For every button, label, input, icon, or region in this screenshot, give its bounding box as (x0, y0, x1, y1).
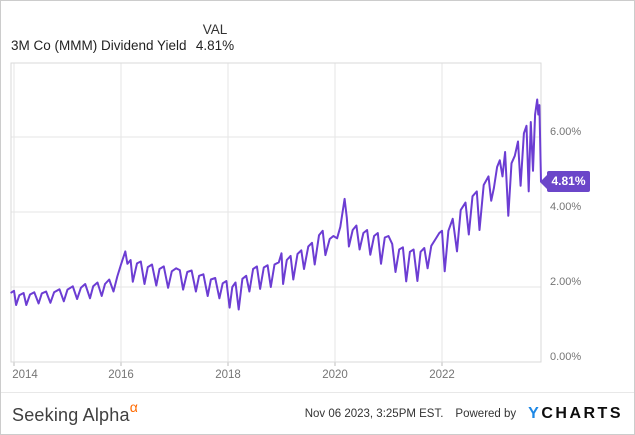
val-column-value: 4.81% (195, 38, 235, 53)
y-axis-tick-label: 0.00% (550, 351, 582, 363)
ycharts-logo: YCHARTS (528, 405, 623, 423)
ycharts-logo-y: Y (528, 404, 542, 422)
x-axis-tick-label: 2014 (12, 369, 38, 381)
plot-frame (10, 62, 542, 363)
powered-by-label: Powered by (455, 407, 517, 420)
x-axis-tick-label: 2020 (322, 369, 348, 381)
footer-attribution: Nov 06 2023, 3:25PM EST. Powered by YCHA… (305, 405, 623, 423)
plot-canvas (10, 62, 542, 366)
dividend-yield-chart: 2014 2016 2018 2020 2022 0.00% 2.00% 4.00% 6.00… (1, 1, 634, 393)
y-axis-tick-label: 6.00% (550, 126, 582, 138)
x-axis-tick-label: 2022 (429, 369, 455, 381)
seeking-alpha-logo: Seeking Alphaα (12, 399, 138, 426)
dividend-yield-line (10, 98, 542, 311)
last-value-badge: 4.81% (547, 171, 590, 193)
ycharts-logo-charts: CHARTS (541, 404, 623, 422)
series-title: 3M Co (MMM) Dividend Yield (11, 38, 187, 53)
val-column-header: VAL (202, 22, 228, 37)
alpha-symbol: α (129, 399, 138, 415)
x-axis-tick-label: 2016 (108, 369, 134, 381)
y-axis-tick-label: 2.00% (550, 276, 582, 288)
timestamp: Nov 06 2023, 3:25PM EST. (304, 407, 444, 420)
footer: Seeking Alphaα Nov 06 2023, 3:25PM EST. … (1, 392, 634, 434)
y-axis-tick-label: 4.00% (550, 201, 582, 213)
x-axis-tick-label: 2018 (215, 369, 241, 381)
seeking-alpha-wordmark: Seeking Alpha (12, 405, 130, 425)
